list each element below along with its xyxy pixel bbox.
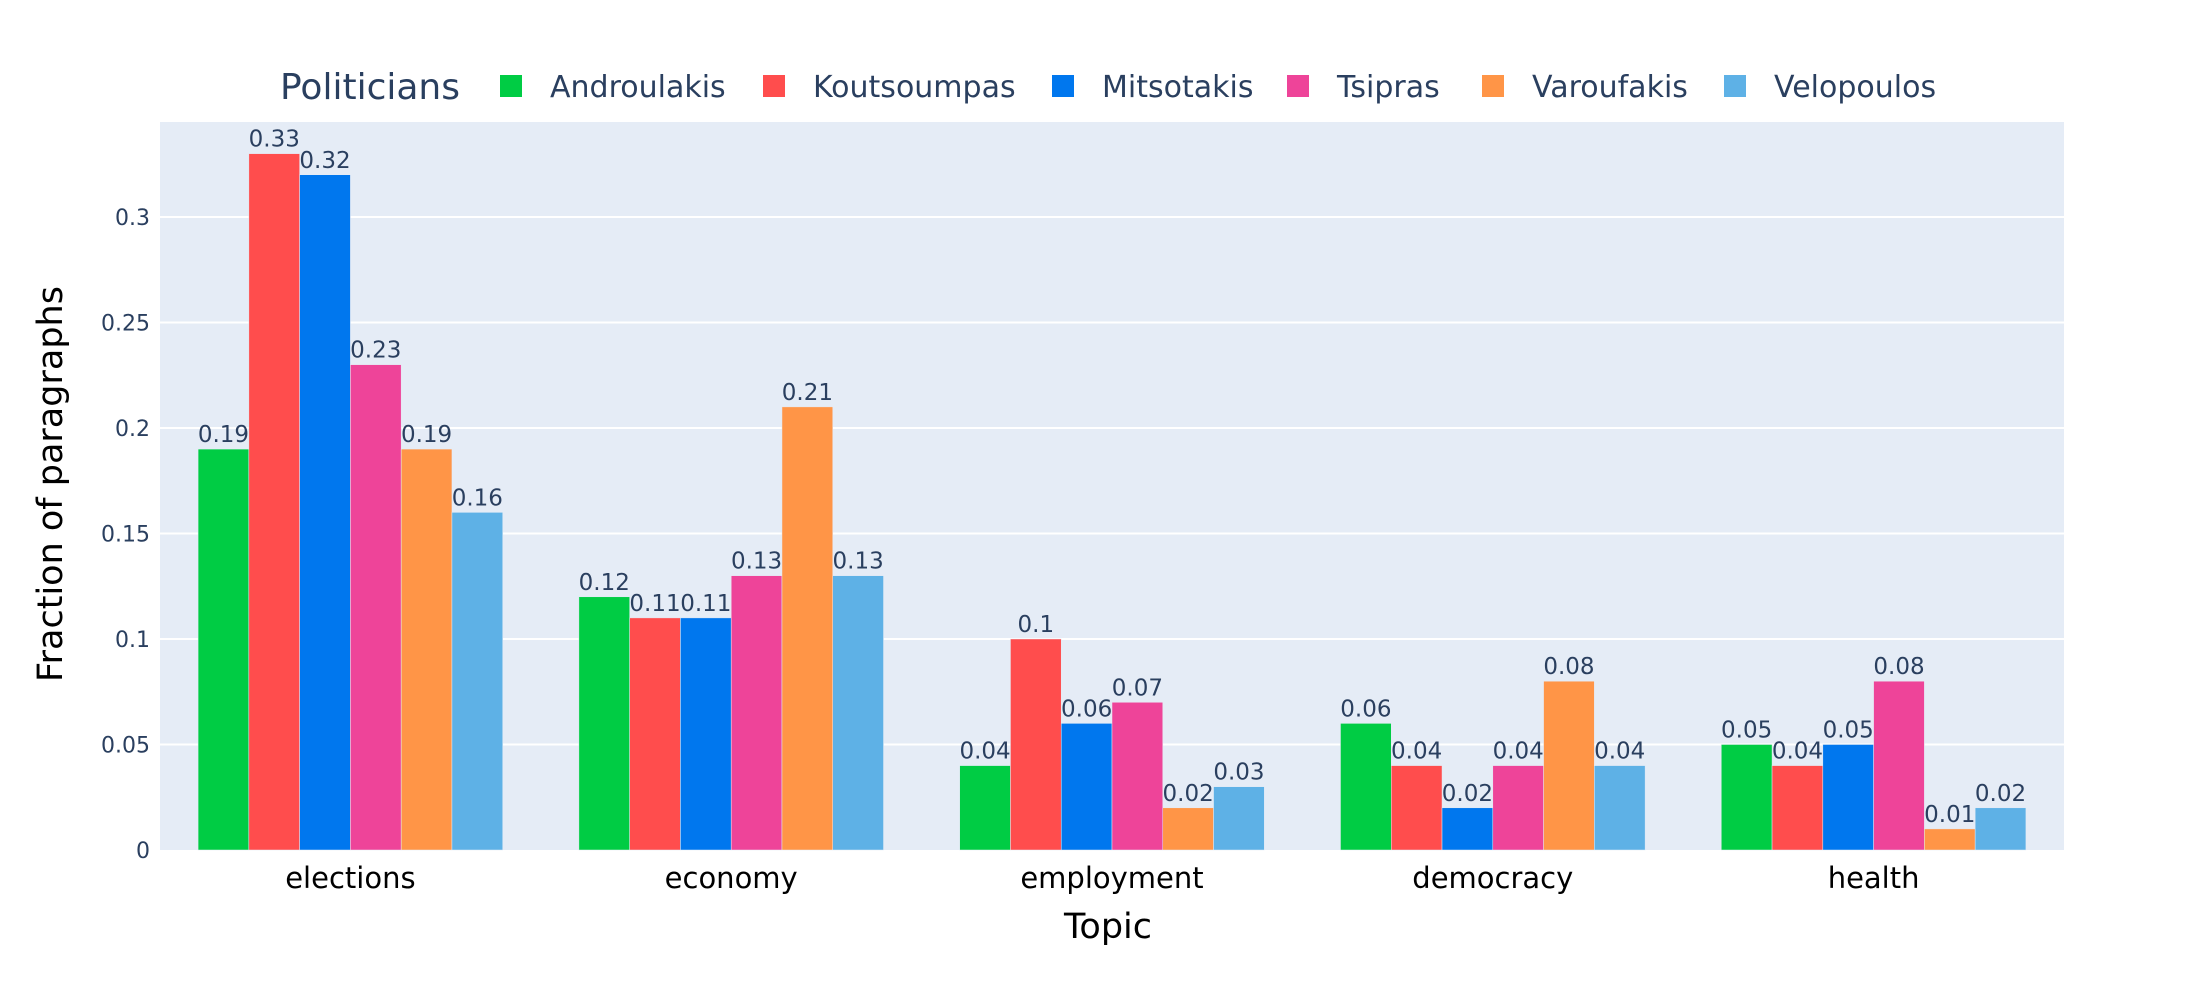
bar-koutsoumpas-health — [1771, 765, 1824, 851]
data-label-velopoulos-employment: 0.03 — [1213, 760, 1264, 786]
data-label-varoufakis-democracy: 0.08 — [1543, 654, 1594, 680]
bar-velopoulos-elections — [451, 512, 503, 851]
bar-velopoulos-democracy — [1594, 765, 1646, 851]
data-label-mitsotakis-health: 0.05 — [1823, 717, 1874, 743]
legend-swatch — [1287, 75, 1309, 97]
legend: Politicians Androulakis Koutsoumpas Mitsota… — [280, 67, 1936, 108]
bar-androulakis-democracy — [1340, 723, 1392, 851]
legend-label: Androulakis — [550, 70, 726, 105]
bar-velopoulos-employment — [1213, 786, 1265, 851]
data-label-mitsotakis-economy: 0.11 — [680, 591, 731, 617]
bar-mitsotakis-employment — [1060, 723, 1113, 851]
bar-mitsotakis-health — [1822, 744, 1874, 851]
y-tick-label: 0.25 — [101, 311, 150, 336]
legend-swatch — [500, 75, 522, 97]
y-tick-label: 0.1 — [115, 628, 150, 653]
y-tick-label: 0.3 — [115, 206, 150, 231]
legend-item-androulakis[interactable]: Androulakis — [500, 70, 726, 105]
bar-tsipras-health — [1873, 680, 1925, 851]
legend-label: Koutsoumpas — [813, 70, 1016, 105]
bar-koutsoumpas-employment — [1010, 638, 1062, 851]
data-label-koutsoumpas-economy: 0.11 — [629, 591, 680, 617]
bar-varoufakis-democracy — [1543, 680, 1595, 851]
legend-label: Tsipras — [1336, 70, 1440, 105]
data-label-varoufakis-elections: 0.19 — [401, 422, 452, 448]
x-axis-title: Topic — [1063, 907, 1152, 947]
x-tick-label: elections — [285, 861, 415, 895]
data-label-tsipras-employment: 0.07 — [1112, 675, 1163, 701]
data-label-androulakis-economy: 0.12 — [579, 570, 630, 596]
data-label-varoufakis-employment: 0.02 — [1163, 781, 1214, 807]
data-label-androulakis-democracy: 0.06 — [1340, 696, 1391, 722]
data-label-androulakis-employment: 0.04 — [959, 739, 1010, 765]
data-label-koutsoumpas-democracy: 0.04 — [1391, 739, 1442, 765]
data-labels: 0.190.330.320.230.190.160.120.11 0.110.13… — [198, 127, 2026, 828]
y-tick-label: 0.15 — [101, 522, 150, 547]
data-label-tsipras-elections: 0.23 — [350, 338, 401, 364]
x-tick-label: health — [1828, 861, 1920, 895]
bar-androulakis-health — [1721, 744, 1773, 851]
legend-item-tsipras[interactable]: Tsipras — [1287, 70, 1440, 105]
data-label-koutsoumpas-elections: 0.33 — [249, 127, 300, 153]
legend-item-mitsotakis[interactable]: Mitsotakis — [1052, 70, 1253, 105]
x-tick-label: democracy — [1412, 861, 1573, 895]
data-label-velopoulos-elections: 0.16 — [452, 485, 503, 511]
legend-item-koutsoumpas[interactable]: Koutsoumpas — [763, 70, 1016, 105]
legend-label: Mitsotakis — [1102, 70, 1253, 105]
bar-velopoulos-health — [1974, 807, 2027, 851]
data-label-mitsotakis-employment: 0.06 — [1061, 696, 1112, 722]
bar-varoufakis-elections — [400, 448, 453, 851]
bar-mitsotakis-economy — [680, 617, 732, 851]
data-label-varoufakis-economy: 0.21 — [782, 380, 833, 406]
bar-varoufakis-economy — [781, 406, 833, 851]
x-tick-label: economy — [665, 861, 798, 895]
y-tick-label: 0 — [136, 839, 150, 864]
y-tick-label: 0.05 — [101, 733, 150, 758]
bar-androulakis-elections — [197, 448, 250, 851]
legend-label: Varoufakis — [1532, 70, 1688, 105]
data-label-tsipras-health: 0.08 — [1873, 654, 1924, 680]
legend-swatch — [1052, 75, 1074, 97]
y-tick-label: 0.2 — [115, 417, 150, 442]
legend-swatch — [1482, 75, 1504, 97]
legend-title: Politicians — [280, 67, 460, 108]
x-tick-label: employment — [1020, 861, 1203, 895]
data-label-tsipras-economy: 0.13 — [731, 549, 782, 575]
bar-tsipras-employment — [1111, 702, 1164, 851]
bar-tsipras-economy — [730, 575, 783, 851]
data-label-mitsotakis-elections: 0.32 — [299, 148, 350, 174]
bar-androulakis-economy — [578, 596, 630, 851]
bar-koutsoumpas-economy — [629, 617, 681, 851]
data-label-androulakis-health: 0.05 — [1721, 717, 1772, 743]
y-axis-ticks: 0 0.05 0.1 0.15 0.2 0.25 0.3 — [101, 206, 150, 864]
bar-varoufakis-employment — [1162, 807, 1214, 851]
bars — [197, 153, 2027, 851]
bar-varoufakis-health — [1924, 828, 1976, 851]
data-label-velopoulos-economy: 0.13 — [833, 549, 884, 575]
data-label-velopoulos-democracy: 0.04 — [1594, 739, 1645, 765]
bar-velopoulos-economy — [832, 575, 884, 851]
data-label-velopoulos-health: 0.02 — [1975, 781, 2026, 807]
bar-tsipras-democracy — [1492, 765, 1544, 851]
data-label-mitsotakis-democracy: 0.02 — [1442, 781, 1493, 807]
legend-item-varoufakis[interactable]: Varoufakis — [1482, 70, 1688, 105]
bar-tsipras-elections — [350, 364, 402, 851]
data-label-koutsoumpas-health: 0.04 — [1772, 739, 1823, 765]
x-axis-categories: elections economy employment democracy healt… — [285, 861, 1919, 895]
data-label-varoufakis-health: 0.01 — [1924, 802, 1975, 828]
bar-mitsotakis-democracy — [1441, 807, 1494, 851]
y-axis-title: Fraction of paragraphs — [31, 286, 71, 682]
legend-label: Velopoulos — [1774, 70, 1936, 105]
data-label-koutsoumpas-employment: 0.1 — [1018, 612, 1055, 638]
legend-swatch — [1724, 75, 1746, 97]
data-label-androulakis-elections: 0.19 — [198, 422, 249, 448]
bar-koutsoumpas-elections — [248, 153, 300, 851]
bar-koutsoumpas-democracy — [1391, 765, 1443, 851]
bar-mitsotakis-elections — [299, 174, 351, 851]
bar-androulakis-employment — [959, 765, 1011, 851]
data-label-tsipras-democracy: 0.04 — [1493, 739, 1544, 765]
legend-item-velopoulos[interactable]: Velopoulos — [1724, 70, 1936, 105]
legend-swatch — [763, 75, 785, 97]
